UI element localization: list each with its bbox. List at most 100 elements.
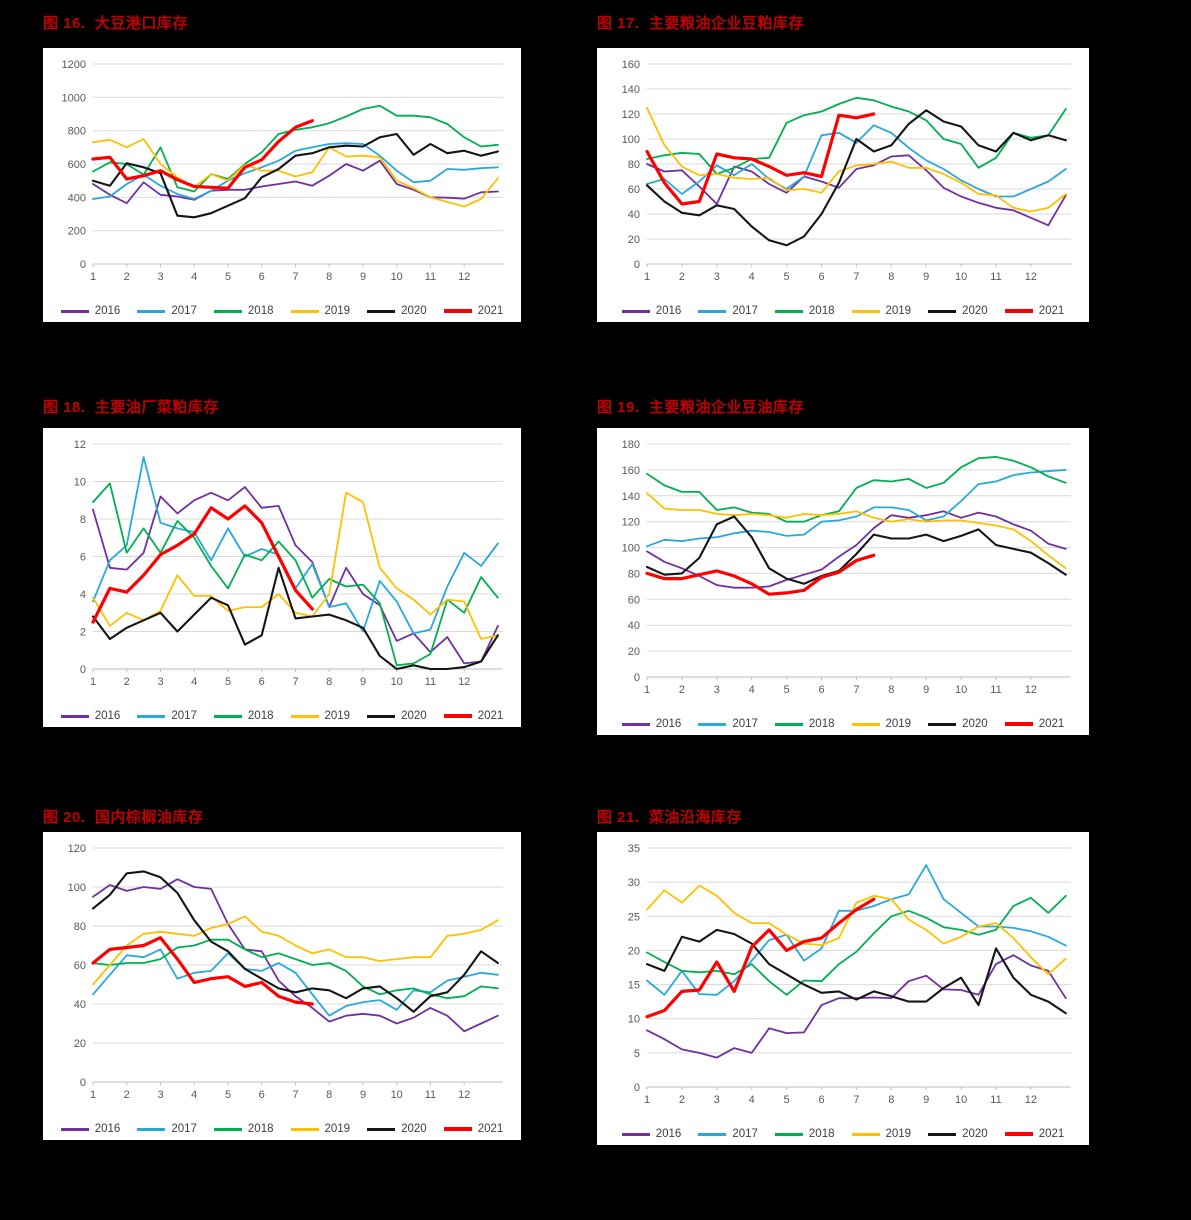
svg-text:40: 40 xyxy=(628,209,640,221)
svg-text:6: 6 xyxy=(818,271,824,283)
legend-line-swatch-2020 xyxy=(928,309,957,313)
svg-text:9: 9 xyxy=(360,676,366,688)
svg-text:9: 9 xyxy=(923,271,929,283)
legend-item-2017: 2017 xyxy=(137,305,197,317)
svg-text:4: 4 xyxy=(749,1094,755,1106)
svg-text:12: 12 xyxy=(74,439,86,451)
svg-text:0: 0 xyxy=(634,672,640,684)
svg-text:10: 10 xyxy=(628,1014,640,1026)
chart-legend: 2016 2017 2018 2019 2020 2021 xyxy=(43,710,521,722)
legend-label-2016: 2016 xyxy=(94,1123,121,1135)
svg-text:10: 10 xyxy=(391,1089,403,1101)
svg-text:12: 12 xyxy=(458,1089,470,1101)
svg-text:4: 4 xyxy=(191,1089,197,1101)
svg-text:6: 6 xyxy=(259,1089,265,1101)
legend-line-swatch-2018 xyxy=(213,714,242,718)
svg-text:2: 2 xyxy=(679,1094,685,1106)
svg-text:180: 180 xyxy=(622,439,640,451)
svg-text:8: 8 xyxy=(326,271,332,283)
legend-label-2019: 2019 xyxy=(324,710,351,722)
svg-text:25: 25 xyxy=(628,911,640,923)
legend-label-2016: 2016 xyxy=(655,305,682,317)
svg-text:140: 140 xyxy=(622,491,640,503)
svg-text:3: 3 xyxy=(714,684,720,696)
legend-line-swatch-2016 xyxy=(60,714,89,718)
svg-text:60: 60 xyxy=(628,184,640,196)
legend-item-2018: 2018 xyxy=(774,718,835,730)
legend-item-2019: 2019 xyxy=(851,718,911,730)
legend-item-2018: 2018 xyxy=(213,710,274,722)
svg-text:600: 600 xyxy=(68,159,86,171)
legend-label-2017: 2017 xyxy=(732,305,758,317)
figure-title-18: 图 18. 主要油厂菜粕库存 xyxy=(43,399,219,416)
svg-text:80: 80 xyxy=(628,159,640,171)
legend-item-2020: 2020 xyxy=(928,1128,988,1140)
svg-text:10: 10 xyxy=(955,684,967,696)
svg-text:3: 3 xyxy=(157,676,163,688)
legend-line-swatch-2017 xyxy=(698,309,727,313)
svg-text:5: 5 xyxy=(784,271,790,283)
legend-line-swatch-2021 xyxy=(443,309,472,313)
legend-line-swatch-2020 xyxy=(928,1132,957,1136)
legend-label-2017: 2017 xyxy=(171,305,197,317)
svg-text:20: 20 xyxy=(628,646,640,658)
legend-label-2019: 2019 xyxy=(885,1128,912,1140)
legend-item-2018: 2018 xyxy=(774,1128,835,1140)
svg-text:120: 120 xyxy=(622,109,640,121)
svg-text:30: 30 xyxy=(628,877,640,889)
svg-text:3: 3 xyxy=(714,271,720,283)
legend-line-swatch-2018 xyxy=(213,1127,242,1131)
svg-text:10: 10 xyxy=(955,1094,967,1106)
svg-text:12: 12 xyxy=(458,271,470,283)
legend-line-swatch-2016 xyxy=(621,1132,650,1136)
svg-text:200: 200 xyxy=(68,226,86,238)
legend-label-2021: 2021 xyxy=(477,1123,504,1135)
figure-title-17: 图 17. 主要粮油企业豆粕库存 xyxy=(597,15,804,32)
svg-text:11: 11 xyxy=(990,271,1001,283)
svg-text:10: 10 xyxy=(391,676,403,688)
svg-text:5: 5 xyxy=(634,1048,640,1060)
chart-legend: 2016 2017 2018 2019 2020 2021 xyxy=(43,305,521,317)
legend-item-2016: 2016 xyxy=(621,718,681,730)
chart-legend: 2016 2017 2018 2019 2020 2021 xyxy=(597,305,1089,317)
svg-text:12: 12 xyxy=(1025,684,1037,696)
svg-text:1: 1 xyxy=(644,684,650,696)
figure-title-20: 图 20. 国内棕榈油库存 xyxy=(43,809,204,826)
figure-title-16: 图 16. 大豆港口库存 xyxy=(43,15,188,32)
svg-text:8: 8 xyxy=(80,514,86,526)
svg-text:11: 11 xyxy=(990,1094,1001,1106)
legend-label-2021: 2021 xyxy=(1038,305,1065,317)
svg-text:8: 8 xyxy=(888,684,894,696)
svg-text:7: 7 xyxy=(292,1089,298,1101)
svg-text:120: 120 xyxy=(622,517,640,529)
legend-label-2019: 2019 xyxy=(324,1123,351,1135)
legend-label-2019: 2019 xyxy=(324,305,351,317)
legend-line-swatch-2021 xyxy=(1004,722,1033,726)
legend-item-2020: 2020 xyxy=(367,305,427,317)
legend-line-swatch-2020 xyxy=(367,714,396,718)
svg-text:40: 40 xyxy=(74,999,86,1011)
chart-panel-fig16: 0 200 400 600 800 1000 1200 1 2 3 4 5 6 7 8 9 10 11 12 201… xyxy=(43,48,521,322)
legend-label-2020: 2020 xyxy=(962,718,988,730)
legend-item-2017: 2017 xyxy=(698,718,758,730)
svg-text:1000: 1000 xyxy=(62,92,86,104)
svg-text:15: 15 xyxy=(628,980,640,992)
legend-line-swatch-2018 xyxy=(774,1132,803,1136)
svg-text:7: 7 xyxy=(292,271,298,283)
legend-item-2018: 2018 xyxy=(213,1123,274,1135)
legend-line-swatch-2020 xyxy=(367,309,396,313)
legend-line-swatch-2021 xyxy=(443,714,472,718)
svg-text:11: 11 xyxy=(425,1089,436,1101)
svg-text:6: 6 xyxy=(818,684,824,696)
svg-text:9: 9 xyxy=(360,271,366,283)
legend-label-2018: 2018 xyxy=(808,718,835,730)
legend-label-2017: 2017 xyxy=(171,710,197,722)
legend-item-2017: 2017 xyxy=(698,305,758,317)
svg-text:80: 80 xyxy=(74,921,86,933)
figure-title-21: 图 21. 菜油沿海库存 xyxy=(597,809,742,826)
svg-text:7: 7 xyxy=(853,1094,859,1106)
svg-text:1: 1 xyxy=(90,271,96,283)
legend-item-2016: 2016 xyxy=(60,710,120,722)
chart-legend: 2016 2017 2018 2019 2020 2021 xyxy=(597,1128,1089,1140)
